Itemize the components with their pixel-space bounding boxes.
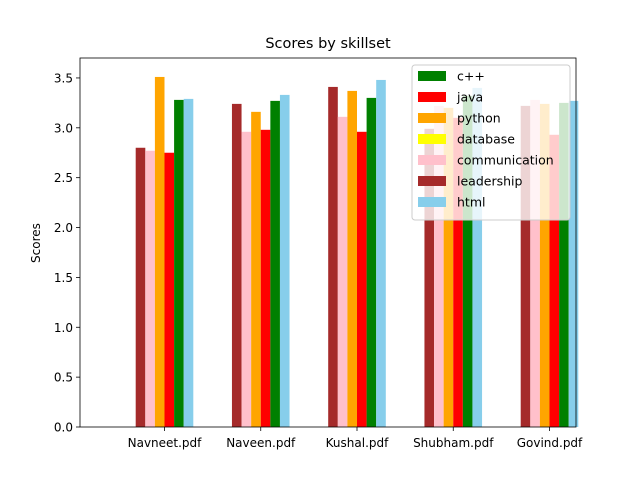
bar-html-naveen-pdf xyxy=(279,94,290,428)
plot-frame xyxy=(79,57,577,428)
bar-communication-shubham-pdf xyxy=(434,105,444,428)
bar-c-kushal-pdf xyxy=(366,97,377,427)
bar-c-govind-pdf xyxy=(559,102,569,427)
bar-python-navneet-pdf xyxy=(154,76,165,427)
bar-python-naveen-pdf xyxy=(251,111,261,427)
chart-title: Scores by skillset xyxy=(265,36,391,52)
bar-html-kushal-pdf xyxy=(376,79,386,427)
bar-python-shubham-pdf xyxy=(443,107,454,428)
bar-communication-govind-pdf xyxy=(530,99,540,427)
legend-label-html: html xyxy=(457,195,485,210)
y-tick-label: 1.0 xyxy=(54,321,73,335)
legend-label-python: python xyxy=(457,111,501,126)
legend-label-java: java xyxy=(456,90,483,105)
y-tick-label: 3.0 xyxy=(54,121,73,135)
y-tick-label: 2.0 xyxy=(54,221,73,235)
x-tick-label-govind-pdf: Govind.pdf xyxy=(517,436,583,450)
bar-java-naveen-pdf xyxy=(260,129,271,427)
y-axis-label: Scores xyxy=(29,223,43,263)
bars-group xyxy=(135,76,579,428)
bar-c-naveen-pdf xyxy=(270,100,280,427)
bar-java-navneet-pdf xyxy=(164,152,175,428)
legend: c++ java python database communication leader… xyxy=(411,64,571,221)
legend-swatch-c xyxy=(418,71,446,81)
legend-box xyxy=(411,64,571,221)
x-tick-label-naveen-pdf: Naveen.pdf xyxy=(226,436,296,450)
y-tick-label: 2.5 xyxy=(54,171,73,185)
bar-leadership-govind-pdf xyxy=(520,105,531,428)
bar-python-kushal-pdf xyxy=(347,90,357,427)
bar-python-govind-pdf xyxy=(539,103,550,427)
legend-swatch-communication xyxy=(418,155,446,165)
legend-swatch-html xyxy=(418,197,446,207)
y-tick-label: 0.0 xyxy=(54,421,73,435)
axes-group: Navneet.pdf Naveen.pdf Kushal.pdf Shubham.p… xyxy=(54,57,583,450)
x-tick-label-kushal-pdf: Kushal.pdf xyxy=(326,436,389,450)
y-tick-label: 1.5 xyxy=(54,271,73,285)
legend-swatch-java xyxy=(418,92,446,102)
x-tick-label-shubham-pdf: Shubham.pdf xyxy=(413,436,494,450)
bar-c-shubham-pdf xyxy=(462,95,473,428)
y-tick-label: 3.5 xyxy=(54,71,73,85)
bar-c-navneet-pdf xyxy=(174,99,184,427)
legend-label-communication: communication xyxy=(457,153,554,168)
legend-label-c: c++ xyxy=(457,69,485,84)
bar-java-govind-pdf xyxy=(549,134,560,428)
legend-swatch-leadership xyxy=(418,176,446,186)
legend-swatch-database xyxy=(418,134,446,144)
bar-communication-naveen-pdf xyxy=(241,131,252,428)
legend-label-leadership: leadership xyxy=(457,174,522,189)
bar-java-kushal-pdf xyxy=(357,131,367,428)
legend-swatch-python xyxy=(418,113,446,123)
bar-html-shubham-pdf xyxy=(472,87,483,428)
bar-leadership-shubham-pdf xyxy=(424,128,435,427)
bar-communication-navneet-pdf xyxy=(145,150,155,427)
bar-communication-kushal-pdf xyxy=(337,116,348,427)
bar-html-govind-pdf xyxy=(568,100,579,427)
legend-label-database: database xyxy=(457,132,515,147)
bar-leadership-navneet-pdf xyxy=(135,147,146,427)
y-tick-label: 0.5 xyxy=(54,371,73,385)
bar-leadership-kushal-pdf xyxy=(328,86,338,428)
x-tick-label-navneet-pdf: Navneet.pdf xyxy=(128,436,203,450)
bar-java-shubham-pdf xyxy=(453,117,463,427)
bar-html-navneet-pdf xyxy=(183,98,194,427)
bar-leadership-naveen-pdf xyxy=(231,103,242,427)
